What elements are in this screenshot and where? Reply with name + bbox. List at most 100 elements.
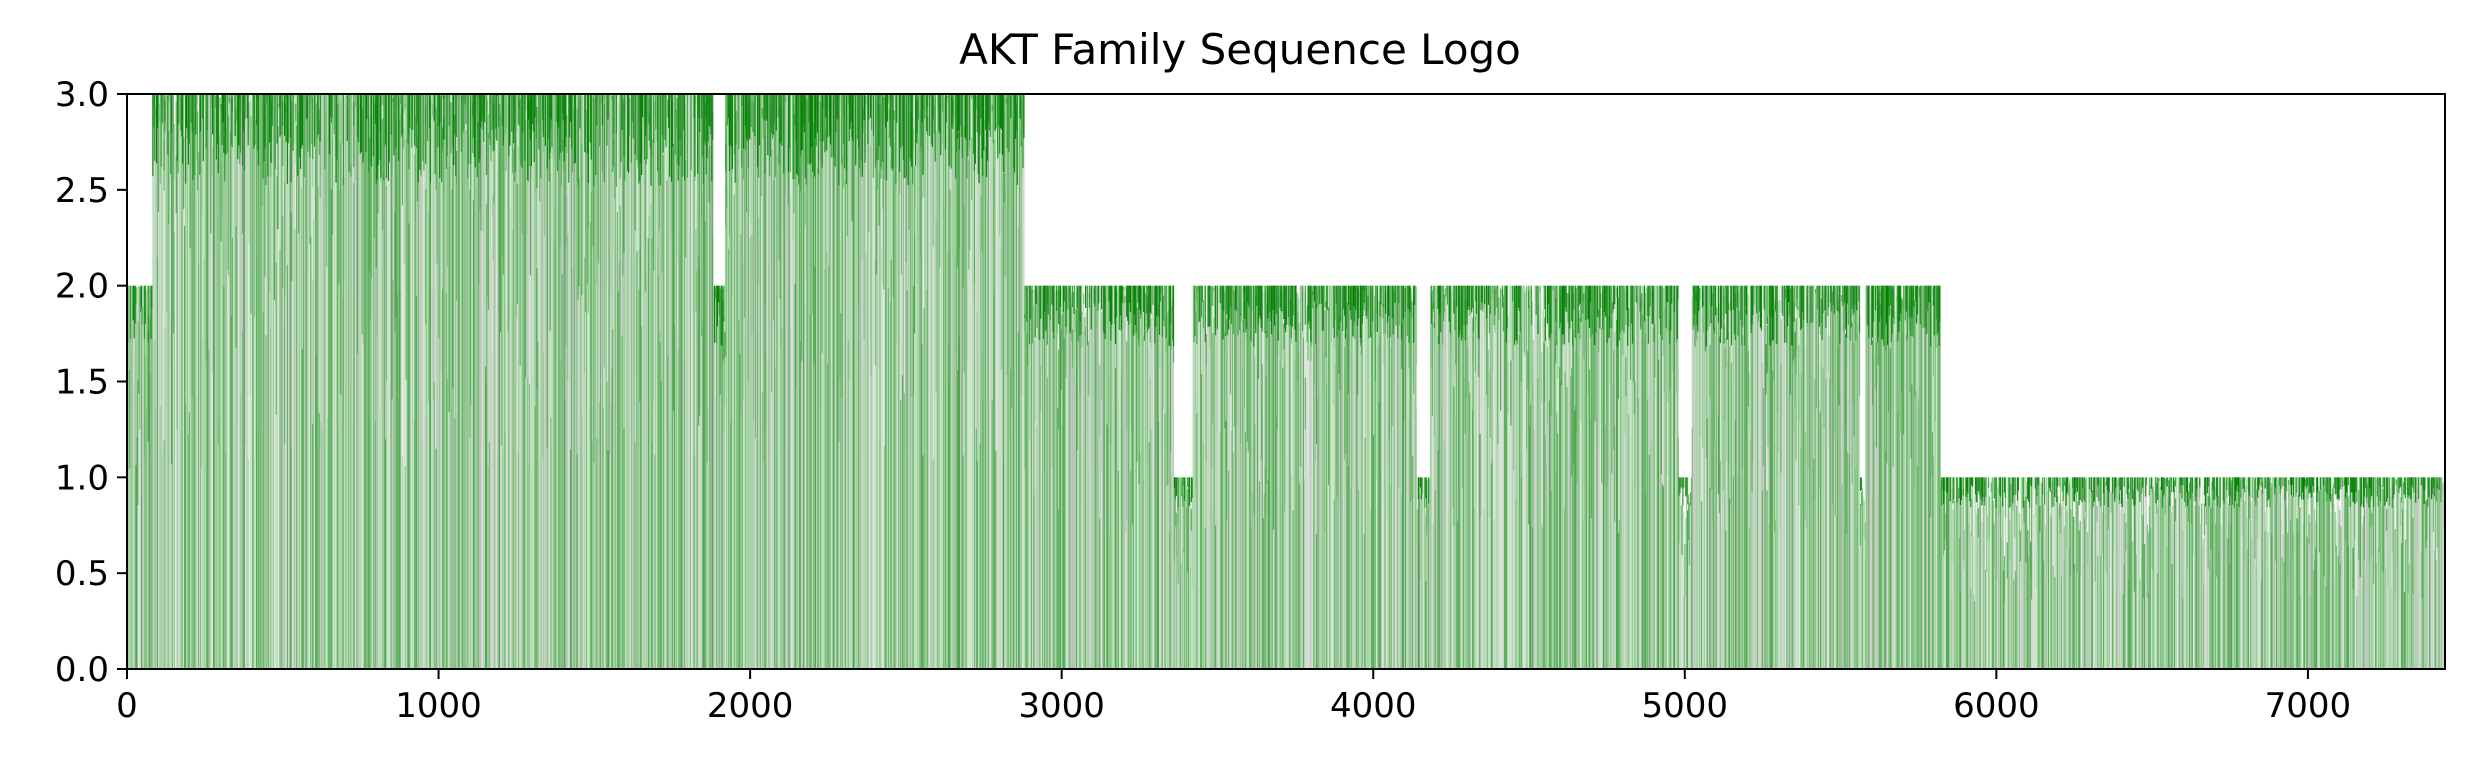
logo-column-bar (596, 125, 598, 283)
logo-column-bar (948, 164, 950, 253)
logo-column-bar (876, 189, 878, 669)
logo-column-bar (433, 235, 435, 383)
logo-column-bar (275, 262, 277, 415)
logo-column-cap (861, 94, 863, 177)
logo-column-bar (880, 167, 882, 669)
logo-column-bar (1459, 311, 1462, 331)
logo-column-cap (1588, 285, 1591, 328)
logo-column-cap (470, 94, 472, 164)
logo-column-bar (769, 94, 771, 669)
logo-column-bar (154, 144, 156, 342)
logo-column-bar (829, 139, 832, 286)
logo-column-bar (214, 107, 217, 129)
logo-column-bar (1047, 286, 1049, 669)
logo-column-bar (373, 237, 375, 669)
logo-column-bar (1203, 285, 1205, 669)
logo-column-bar (685, 124, 687, 161)
logo-column-bar (696, 271, 698, 669)
logo-column-bar (1469, 315, 1471, 393)
logo-column-cap (383, 94, 385, 181)
logo-column-bar (1629, 379, 1632, 669)
logo-column-bar (225, 452, 227, 669)
logo-column-bar (1112, 285, 1114, 669)
logo-column-bar (1069, 308, 1071, 669)
logo-column-bar (1430, 368, 1433, 669)
logo-column-bar (1432, 311, 1434, 524)
logo-column-bar (1085, 312, 1087, 327)
logo-column-bar (879, 436, 881, 669)
logo-column-bar (255, 94, 257, 120)
logo-column-cap (1593, 285, 1595, 346)
logo-column-bar (433, 382, 435, 669)
logo-column-bar (948, 381, 950, 669)
logo-column-bar (848, 94, 850, 381)
logo-column-cap (1519, 285, 1521, 333)
logo-column-bar (847, 340, 849, 669)
logo-column-bar (1590, 285, 1592, 519)
logo-column-bar (1427, 524, 1429, 669)
logo-column-bar (1008, 208, 1010, 438)
logo-column-bar (680, 94, 682, 669)
logo-column-bar (626, 94, 628, 347)
logo-column-bar (946, 95, 948, 99)
logo-column-bar (584, 373, 586, 669)
logo-column-cap (1103, 285, 1105, 334)
logo-column-cap (297, 94, 299, 176)
logo-column-bar (1435, 285, 1437, 669)
logo-column-bar (235, 226, 237, 348)
logo-column-bar (454, 114, 456, 135)
logo-column-bar (1180, 478, 1182, 563)
logo-column-cap (901, 94, 904, 146)
logo-column-bar (728, 94, 730, 147)
logo-column-cap (857, 94, 860, 149)
logo-column-bar (1675, 393, 1677, 669)
plot-area (127, 94, 2445, 669)
logo-column-bar (621, 94, 623, 336)
logo-column-bar (155, 94, 157, 107)
logo-column-cap (290, 94, 292, 183)
logo-column-bar (1615, 297, 1618, 320)
logo-column-bar (928, 94, 930, 669)
logo-column-bar (863, 130, 865, 340)
logo-column-cap (1621, 285, 1623, 331)
logo-column-bar (354, 94, 356, 669)
logo-column-cap (376, 94, 378, 180)
logo-column-bar (1153, 478, 1155, 669)
logo-column-cap (708, 94, 710, 126)
logo-column-cap (1314, 285, 1316, 302)
logo-column-cap (720, 285, 722, 346)
logo-column-cap (822, 94, 824, 142)
logo-column-bar (875, 187, 877, 275)
logo-column-bar (826, 94, 828, 252)
logo-column-bar (890, 259, 892, 669)
logo-column-bar (1429, 285, 1432, 669)
logo-column-cap (1530, 285, 1533, 326)
logo-column-bar (812, 313, 814, 669)
logo-column-bar (1250, 526, 1252, 669)
logo-column-bar (614, 161, 617, 669)
logo-column-cap (1400, 285, 1403, 340)
logo-column-cap (1013, 94, 1015, 169)
logo-column-cap (357, 94, 360, 143)
logo-column-bar (1584, 285, 1586, 483)
logo-column-cap (1086, 285, 1089, 346)
logo-column-bar (846, 236, 848, 669)
logo-column-cap (1651, 285, 1653, 325)
logo-column-bar (719, 394, 721, 669)
logo-column-cap (481, 94, 483, 122)
logo-column-cap (453, 94, 455, 166)
logo-column-bar (1232, 285, 1234, 452)
logo-column-bar (661, 202, 663, 273)
logo-column-bar (798, 94, 800, 669)
logo-column-bar (827, 363, 829, 669)
logo-column-bar (651, 441, 653, 669)
logo-column-bar (1393, 290, 1395, 382)
logo-column-bar (612, 142, 614, 330)
logo-column-bar (398, 119, 401, 669)
logo-column-bar (1142, 335, 1145, 478)
logo-column-cap (718, 285, 720, 316)
logo-column-bar (684, 94, 686, 669)
logo-column-bar (841, 146, 843, 398)
logo-column-cap (1066, 285, 1068, 311)
logo-column-bar (1323, 285, 1325, 669)
